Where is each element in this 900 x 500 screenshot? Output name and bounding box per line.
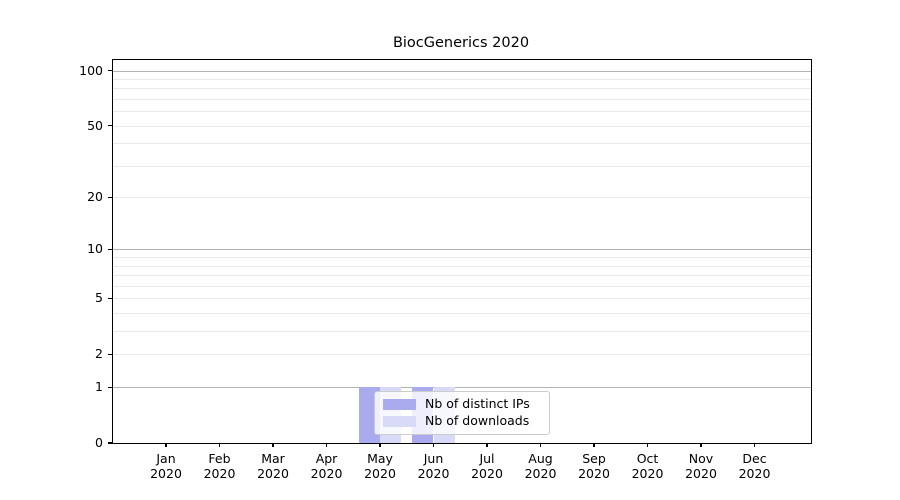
gridline-minor bbox=[113, 257, 811, 259]
x-tick-label: Dec 2020 bbox=[738, 451, 771, 481]
x-tick-mark bbox=[272, 443, 274, 447]
x-tick-mark bbox=[646, 443, 649, 447]
gridline-minor bbox=[113, 285, 811, 287]
x-tick-mark bbox=[218, 443, 221, 447]
x-tick-mark bbox=[593, 443, 595, 447]
chart-title: BiocGenerics 2020 bbox=[392, 35, 530, 51]
x-tick-mark bbox=[379, 443, 381, 447]
gridline-minor bbox=[113, 143, 811, 145]
legend-swatch-distinct-ips bbox=[383, 399, 416, 410]
x-tick-label: Sep 2020 bbox=[578, 451, 610, 481]
y-tick-label: 50 bbox=[87, 117, 103, 133]
x-tick-label: Feb 2020 bbox=[203, 451, 236, 481]
x-tick-label: Oct 2020 bbox=[631, 451, 664, 481]
x-tick-mark bbox=[486, 443, 488, 447]
gridline-minor bbox=[113, 88, 811, 90]
gridline-minor bbox=[113, 313, 811, 315]
y-tick-mark bbox=[108, 442, 112, 444]
x-tick-label: Jul 2020 bbox=[471, 451, 503, 481]
legend-item-distinct-ips: Nb of distinct IPs bbox=[383, 396, 541, 413]
gridline-minor bbox=[113, 354, 811, 356]
x-tick-mark bbox=[165, 443, 167, 447]
x-tick-label: Aug 2020 bbox=[524, 451, 557, 481]
y-tick-mark bbox=[108, 69, 112, 72]
gridline-minor bbox=[113, 98, 811, 100]
legend-label-distinct-ips: Nb of distinct IPs bbox=[425, 396, 530, 412]
x-tick-label: Apr 2020 bbox=[310, 451, 343, 481]
gridline-minor bbox=[113, 165, 811, 167]
x-tick-label: Nov 2020 bbox=[685, 451, 717, 481]
gridline-minor bbox=[113, 111, 811, 113]
y-tick-label: 0 bbox=[95, 434, 103, 450]
x-tick-mark bbox=[539, 443, 542, 447]
gridline-minor bbox=[113, 125, 811, 127]
gridline-minor bbox=[113, 265, 811, 267]
y-tick-label: 10 bbox=[87, 241, 103, 257]
y-tick-label: 1 bbox=[95, 378, 103, 394]
y-tick-label: 100 bbox=[79, 62, 103, 78]
legend-item-downloads: Nb of downloads bbox=[383, 413, 541, 430]
y-tick-label: 5 bbox=[95, 290, 103, 306]
gridline-minor bbox=[113, 331, 811, 333]
legend-swatch-downloads bbox=[383, 416, 416, 427]
gridline-major bbox=[113, 387, 811, 389]
x-tick-label: Mar 2020 bbox=[257, 451, 289, 481]
x-tick-mark bbox=[700, 443, 702, 447]
plot-area: 0 1 2 5 10 20 50 100 Jan 2020 Feb 2020 Mar 2020 Ap… bbox=[79, 59, 812, 481]
x-tick-mark bbox=[432, 443, 435, 447]
gridline-minor bbox=[113, 78, 811, 80]
x-tick-label: Jun 2020 bbox=[417, 451, 450, 481]
y-tick-mark bbox=[108, 353, 112, 355]
gridline-minor bbox=[113, 197, 811, 199]
y-tick-mark bbox=[108, 297, 112, 299]
y-tick-mark bbox=[108, 125, 112, 127]
x-tick-label: May 2020 bbox=[364, 451, 396, 481]
gridline-minor bbox=[113, 298, 811, 300]
legend-label-downloads: Nb of downloads bbox=[425, 413, 530, 429]
y-tick-label: 2 bbox=[95, 346, 103, 362]
gridline-minor bbox=[113, 275, 811, 277]
x-tick-mark bbox=[753, 443, 756, 447]
x-tick-mark bbox=[325, 443, 328, 447]
x-tick-label: Jan 2020 bbox=[150, 451, 182, 481]
gridline-major bbox=[113, 70, 811, 72]
y-tick-mark bbox=[108, 248, 112, 250]
y-tick-label: 20 bbox=[87, 189, 103, 205]
legend: Nb of distinct IPs Nb of downloads bbox=[374, 391, 550, 435]
y-tick-mark bbox=[108, 386, 112, 388]
y-tick-mark bbox=[108, 196, 112, 198]
gridline-major bbox=[113, 249, 811, 251]
